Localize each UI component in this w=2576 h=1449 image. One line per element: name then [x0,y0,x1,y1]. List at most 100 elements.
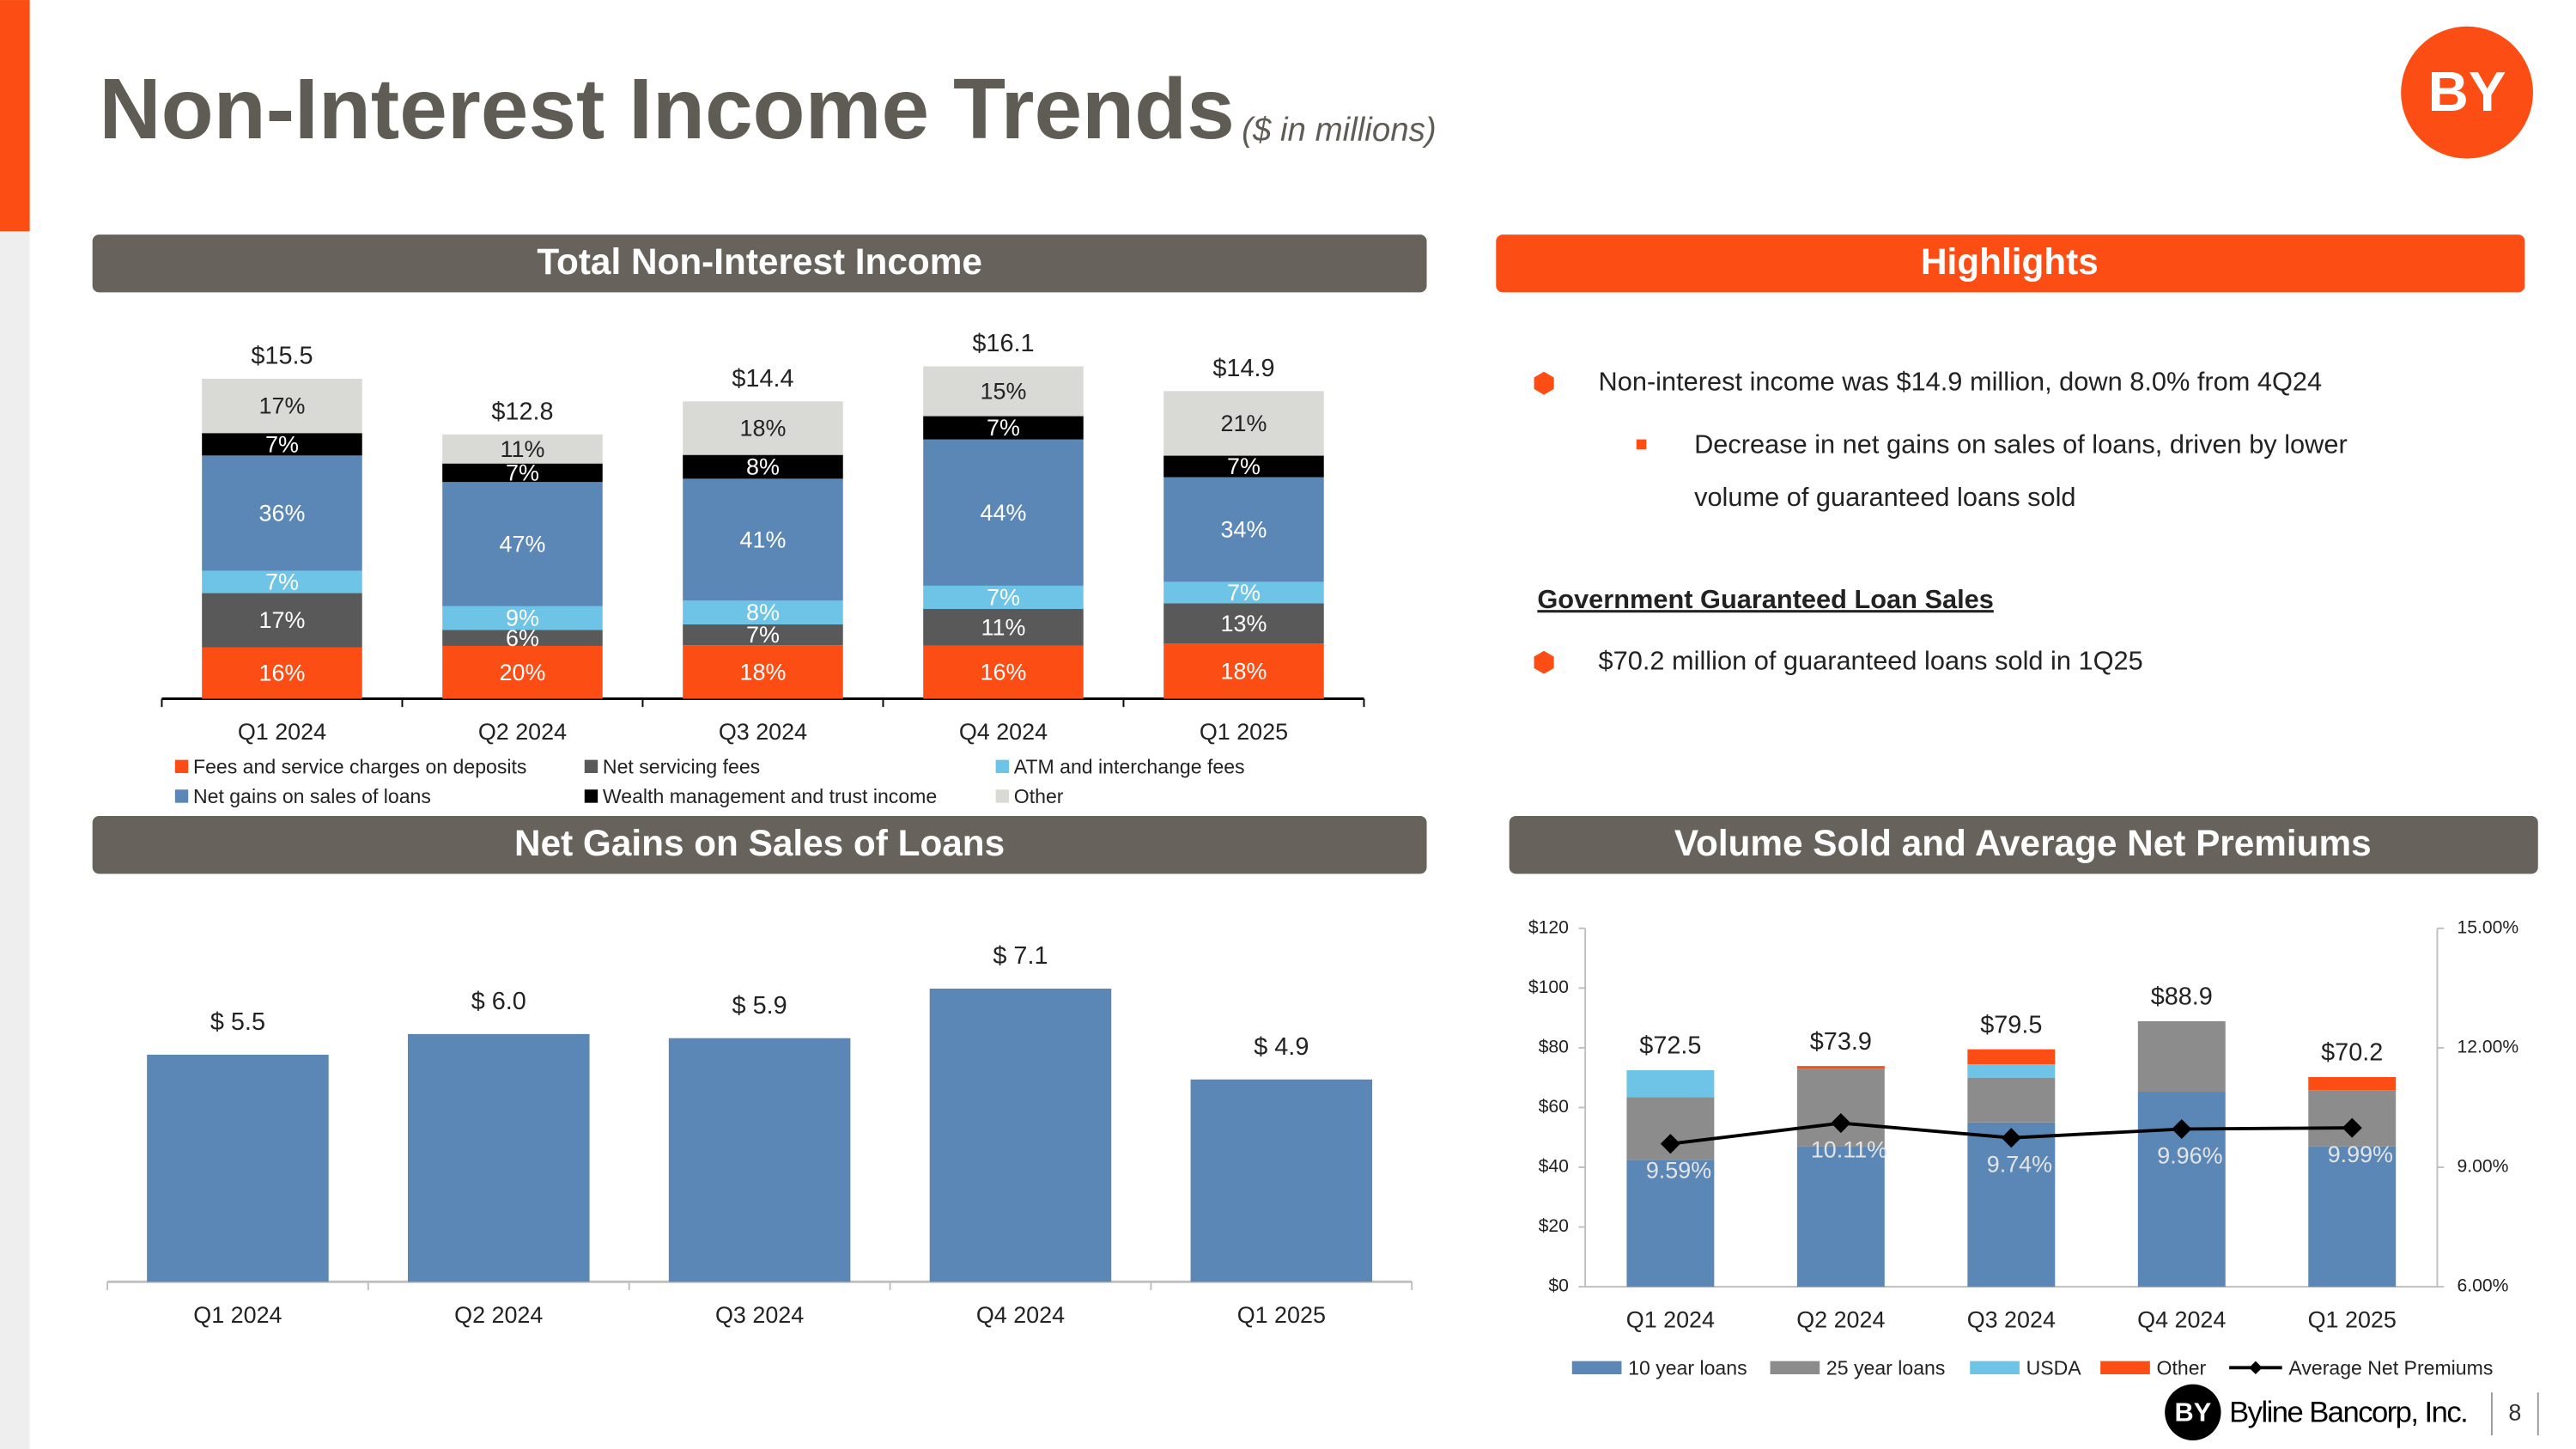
legend-label: Net gains on sales of loans [193,785,431,807]
x-tick-label: Q2 2024 [1796,1307,1885,1333]
bar-segment [923,366,1084,417]
highlight-text: Decrease in net gains on sales of loans,… [1694,429,2348,459]
bar [668,1038,851,1282]
bar-segment [1967,1122,2056,1288]
chart-title: Volume Sold and Average Net Premiums [1674,823,2372,863]
data-label: 7% [987,415,1020,441]
data-label: 41% [740,527,787,552]
x-tick-label: Q3 2024 [719,719,807,745]
sub-bullet [1636,439,1647,450]
section-title: Highlights [1921,241,2099,282]
bar-segment [1796,1066,1885,1069]
x-tick-label: Q4 2024 [976,1302,1065,1328]
y-tick-label: $80 [1539,1038,1569,1057]
section-header [92,816,1427,874]
x-tick-label: Q1 2024 [193,1302,282,1328]
bar-segment [1163,455,1324,478]
data-label: 16% [259,661,306,686]
bar-segment [202,433,362,456]
page-title: Non-Interest Income Trends [99,61,1234,157]
data-label: 10.11% [1811,1136,1887,1162]
bar-segment [1626,1069,1715,1098]
legend-swatch [584,789,598,803]
x-tick-label: Q2 2024 [454,1302,543,1328]
legend-label: Other [1014,785,1064,807]
data-label: 47% [500,532,546,557]
side-strip [0,231,30,1449]
bar [147,1054,329,1282]
data-label: 11% [501,436,545,462]
total-label: $15.5 [251,343,313,370]
bar-segment [1163,581,1324,604]
chart-title: Total Non-Interest Income [537,241,982,282]
bar-segment [202,570,362,594]
bar-segment [2308,1076,2397,1091]
footer-logo-text: BY [2174,1397,2211,1427]
total-label: $12.8 [491,398,553,425]
highlight-text: volume of guaranteed loans sold [1694,482,2075,512]
section-header [92,234,1427,293]
data-label: 11% [981,614,1026,640]
bar-segment [1163,643,1324,699]
bullet [1534,650,1554,674]
bar-segment [923,585,1084,610]
y-tick-label: $20 [1539,1216,1569,1236]
legend-label: 25 year loans [1826,1356,1945,1379]
x-tick-label: Q4 2024 [2137,1307,2226,1333]
legend-swatch [174,789,189,803]
bar-segment [2308,1146,2397,1288]
bar-segment [683,478,843,601]
total-label: $79.5 [1980,1011,2042,1038]
bullet [1534,371,1554,395]
x-tick-label: Q1 2025 [2308,1307,2397,1333]
legend-label: Net servicing fees [603,755,760,777]
line-marker [1831,1113,1851,1134]
x-tick-label: Q1 2024 [1626,1307,1715,1333]
bar-segment [923,439,1084,586]
section-header [1509,816,2538,874]
total-label: $16.1 [972,330,1034,357]
bar-segment [923,416,1084,440]
data-label: 18% [740,659,787,685]
bar-segment [1967,1077,2056,1123]
highlight-subheading: Government Guaranteed Loan Sales [1537,584,1993,614]
total-label: $72.5 [1639,1032,1701,1060]
data-label: 21% [1221,411,1267,436]
data-label: 17% [259,607,306,633]
data-label: 18% [1221,658,1267,684]
data-label: 7% [1227,580,1261,606]
data-label: 7% [506,460,539,485]
data-label: 15% [981,379,1027,405]
x-tick-label: Q1 2025 [1237,1302,1326,1328]
y-tick-label: $120 [1528,917,1569,937]
data-label: 9.96% [2157,1142,2222,1168]
legend-label: ATM and interchange fees [1014,755,1245,777]
data-label: 9.59% [1646,1157,1711,1183]
data-label: $ 5.5 [210,1008,265,1036]
legend-swatch [995,759,1009,774]
y2-tick-label: 15.00% [2458,917,2519,937]
bar-segment [683,624,843,646]
x-tick-label: Q4 2024 [959,719,1048,745]
y-tick-label: $40 [1539,1157,1569,1177]
bar-segment [202,593,362,648]
data-label: $ 6.0 [471,988,526,1015]
y-tick-label: $100 [1528,977,1569,997]
bar-segment [1796,1068,1885,1147]
bar-segment [1163,477,1324,582]
section-header [1496,234,2525,293]
data-label: 7% [746,622,780,648]
bar-segment [683,600,843,624]
data-label: 8% [746,600,780,625]
legend-swatch [584,759,598,774]
page-subtitle: ($ in millions) [1242,112,1437,149]
bar-segment [1967,1064,2056,1078]
page-number: 8 [2508,1399,2521,1425]
data-label: 34% [1221,517,1267,543]
bar-segment [1163,391,1324,456]
data-label: 7% [265,431,299,457]
line-marker [2342,1117,2362,1138]
bar-segment [1967,1049,2056,1065]
logo [2401,26,2533,159]
